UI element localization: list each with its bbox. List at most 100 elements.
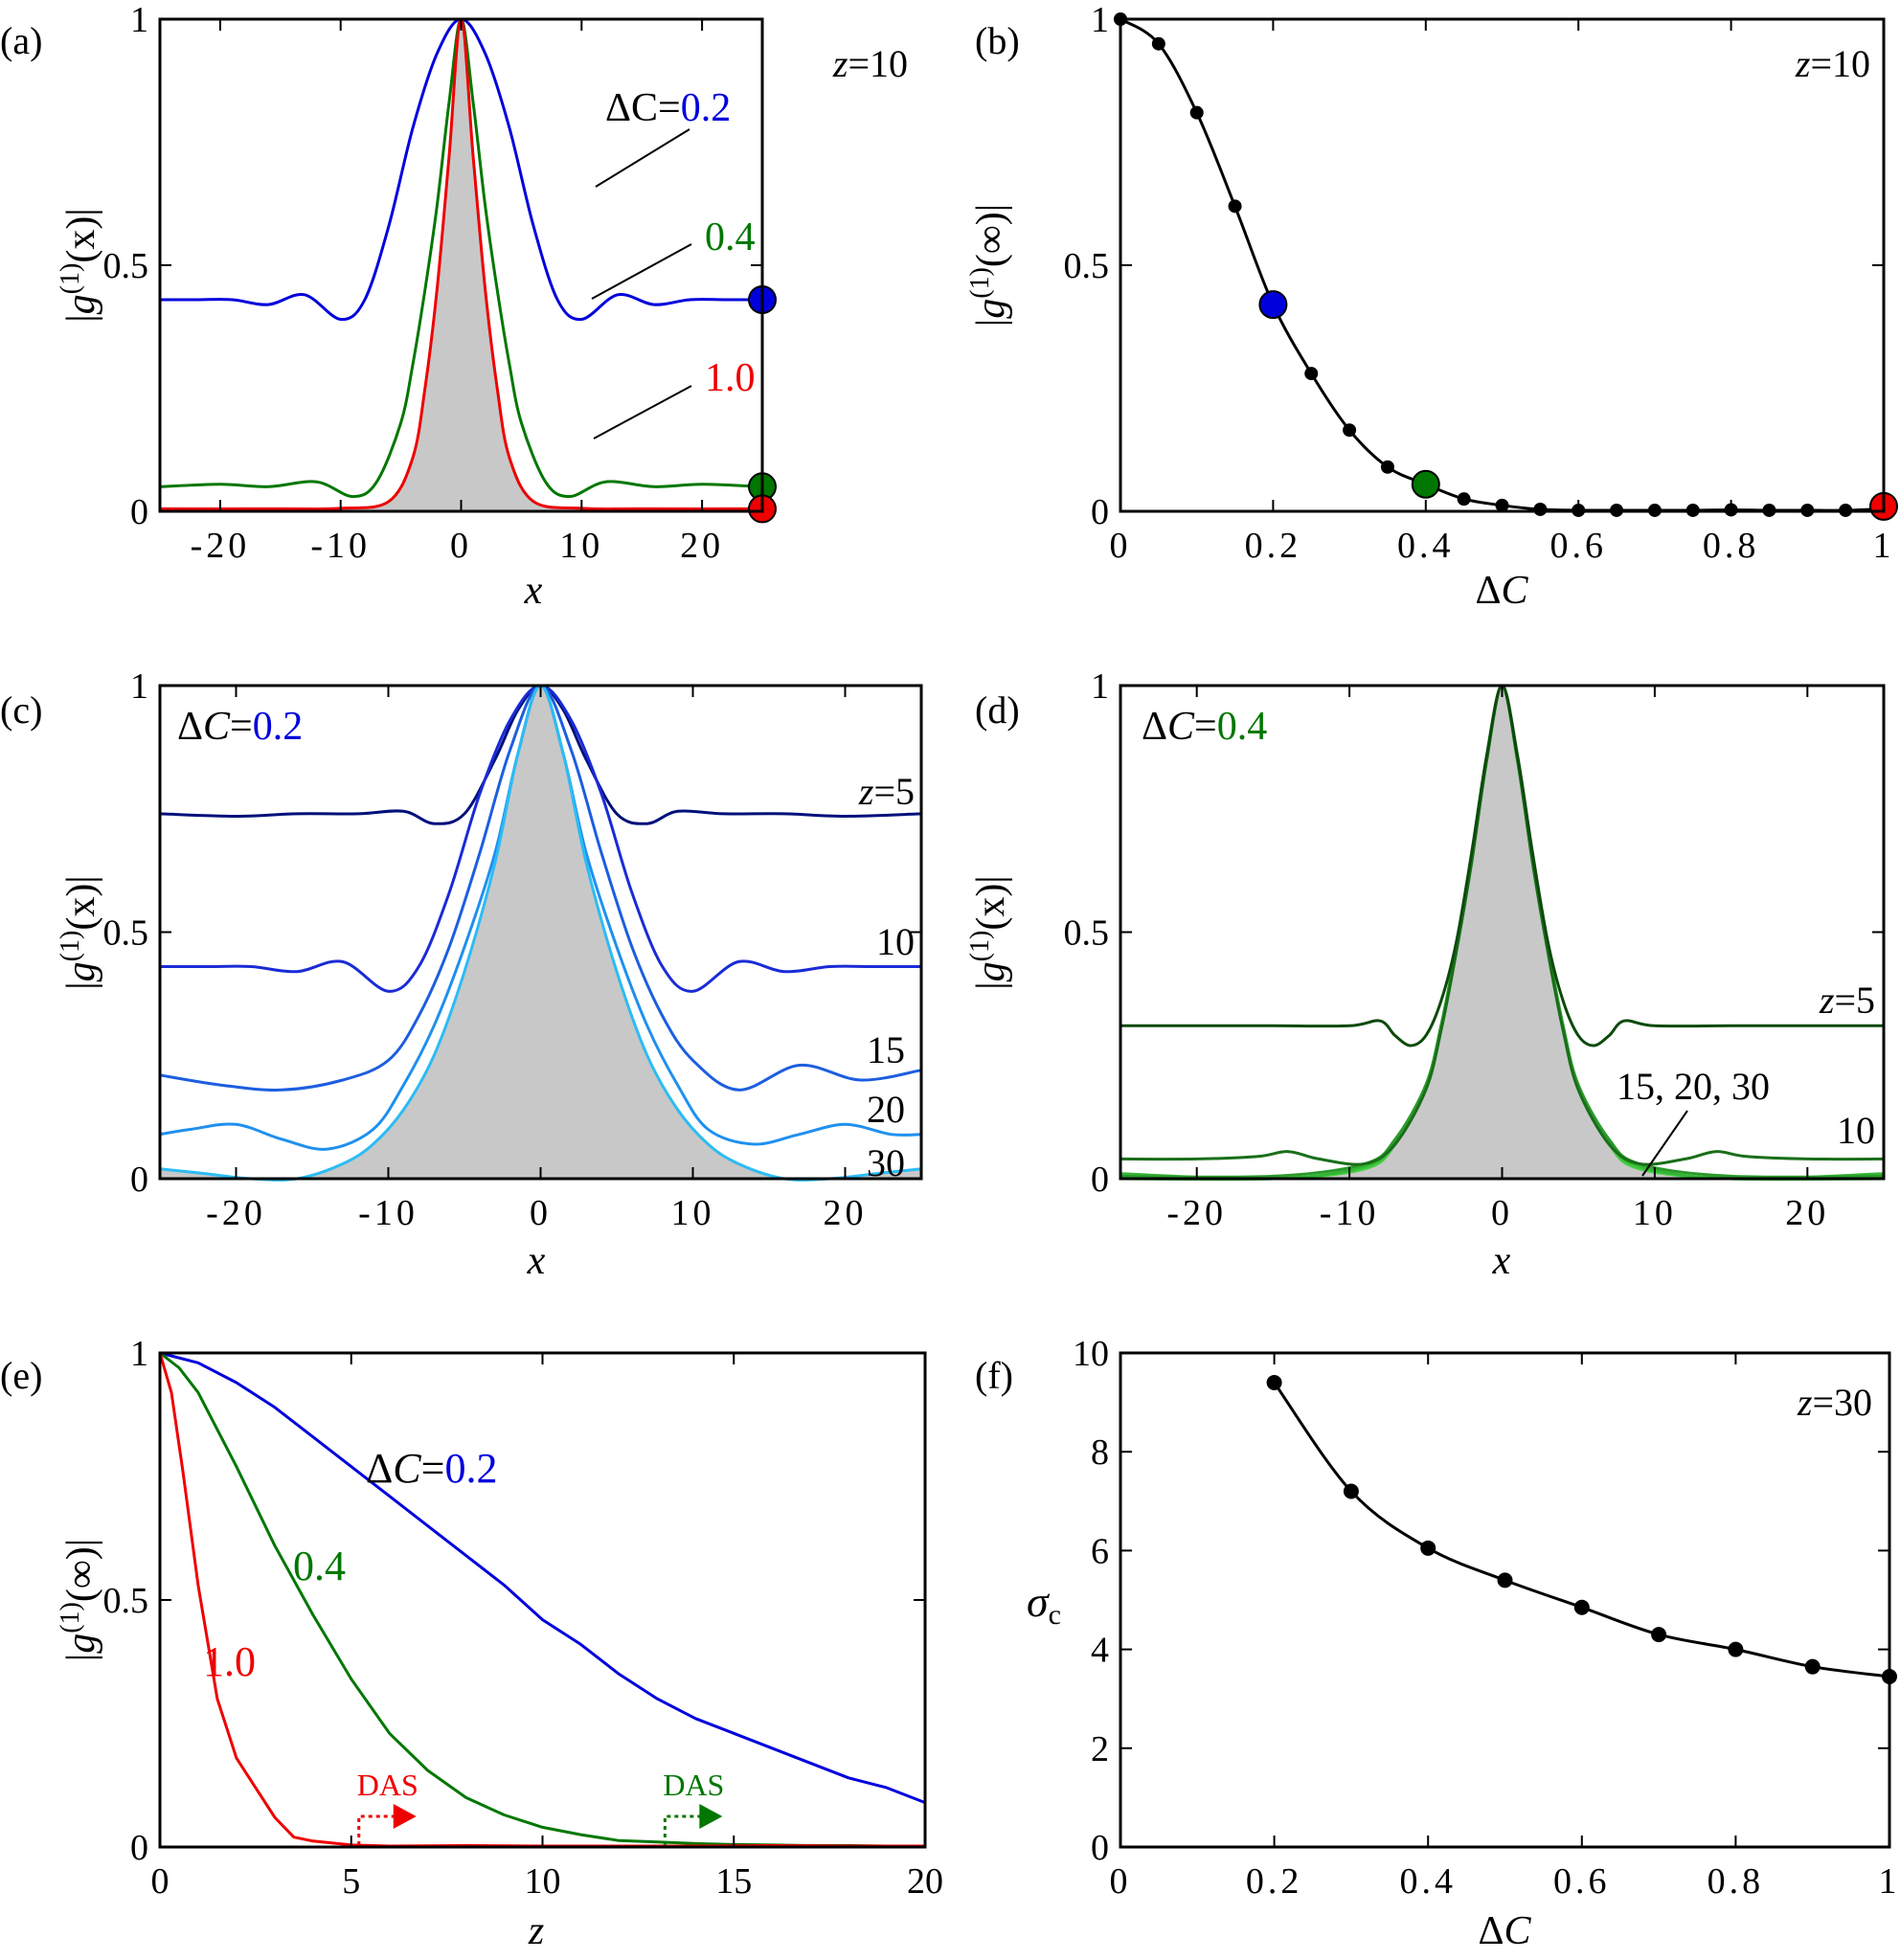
das-label: DAS [357, 1768, 418, 1802]
data-point [1457, 492, 1471, 507]
panel-label: (d) [975, 688, 1020, 732]
x-tick-label: 0 [151, 1861, 170, 1902]
y-tick-label: 10 [1073, 1334, 1109, 1374]
x-tick-label: 10 [559, 526, 603, 566]
plot-frame [1119, 17, 1886, 513]
y-tick-label: 1 [130, 1334, 148, 1374]
data-point [1497, 1572, 1513, 1588]
series-line--C-1.0 [158, 1352, 925, 1848]
reference-area [160, 686, 921, 1181]
y-tick-label: 4 [1091, 1631, 1109, 1671]
x-tick-label: 0.4 [1399, 1861, 1457, 1902]
panel-label: (f) [975, 1354, 1013, 1397]
y-axis-label: |g(1)(x)| [56, 208, 103, 322]
y-tick-label: 0 [1091, 1828, 1109, 1868]
x-tick-label: -10 [310, 526, 371, 566]
y-axis-label: |g(1)(∞)| [965, 204, 1013, 327]
panel-b: (b) 0 0.2 0.4 0.6 0.8 1 0 0.5 1 ΔC |g(1)(∞)| z=1… [965, 0, 1898, 613]
x-axis-label: ΔC [1475, 569, 1528, 613]
data-point [1189, 105, 1204, 120]
x-tick-label: 20 [824, 1193, 868, 1233]
ylabel-sup: (1) [56, 263, 85, 295]
reference-area [1120, 686, 1884, 1180]
panel-e: (e) DAS DAS 0 5 10 15 20 0 0.5 1 z |g(1)(∞)| ΔC=… [0, 1334, 943, 1953]
x-tick-label: -20 [206, 1193, 266, 1233]
data-point [1380, 460, 1394, 474]
corner-label: z=30 [1797, 1381, 1872, 1424]
y-tick-label: 0 [130, 1828, 148, 1868]
data-point [1804, 1658, 1821, 1675]
x-tick-label: -10 [1320, 1193, 1380, 1233]
annot-leader-0.2 [595, 128, 690, 188]
y-tick-label: 1 [130, 666, 148, 707]
curve-label-z30: 30 [867, 1141, 905, 1184]
y-tick-label: 0 [1091, 492, 1109, 532]
curve-label-1.0: 1.0 [203, 1638, 256, 1685]
x-tick-label: 0 [1110, 526, 1132, 566]
y-tick-label: 0.5 [1064, 246, 1110, 286]
panel-label: (a) [0, 19, 42, 62]
x-tick-label: 0.6 [1549, 526, 1607, 566]
series-line-z-10 [1120, 17, 1885, 512]
ylabel-g: g [59, 294, 103, 314]
plot-frame [158, 1351, 927, 1849]
x-tick-label: 15 [715, 1861, 752, 1902]
x-tick-label: 20 [1785, 1193, 1829, 1233]
data-point [1343, 1483, 1359, 1499]
data-point [1343, 423, 1357, 438]
annot-leader-1.0 [593, 385, 692, 439]
y-tick-label: 0.5 [1064, 913, 1110, 954]
x-tick-label: 1 [1873, 526, 1895, 566]
x-tick-label: 10 [1633, 1193, 1677, 1233]
data-point [1651, 1627, 1667, 1643]
highlight-point-green [1411, 469, 1440, 499]
x-axis-label: z [528, 1909, 544, 1953]
panel-label: (b) [975, 19, 1020, 62]
delta-c-label: ΔC=0.2 [177, 705, 303, 749]
x-tick-label: 5 [342, 1861, 360, 1902]
data-point [1728, 1641, 1744, 1657]
x-tick-label: 0 [1491, 1193, 1513, 1233]
annot-label-0.4: 0.4 [705, 215, 756, 259]
y-tick-label: 0 [130, 492, 148, 532]
curve-label-z5: z=5 [858, 770, 915, 813]
y-axis-label: σc [1027, 1577, 1061, 1631]
x-axis-label: ΔC [1478, 1909, 1531, 1953]
x-tick-label: 0.8 [1708, 1861, 1765, 1902]
ylabel-arg: (x) [59, 216, 103, 263]
y-axis-label: |g(1)(x)| [56, 875, 103, 989]
highlight-point-blue [1258, 290, 1288, 320]
series-line--C-0.2 [159, 1351, 926, 1804]
x-tick-label: 0 [450, 526, 472, 566]
y-tick-label: 0.5 [103, 913, 149, 954]
das-label: DAS [663, 1768, 724, 1802]
data-point [1533, 502, 1548, 516]
curve-label-z20: 20 [867, 1088, 905, 1131]
panel-label: (c) [0, 688, 42, 732]
das-arrow-head [699, 1804, 723, 1829]
plot-frame [1119, 1351, 1891, 1849]
das-arrow-line [663, 1814, 702, 1845]
series-line--C-0.4 [159, 1351, 925, 1848]
y-axis-label: |g(1)(∞)| [56, 1539, 103, 1661]
das-arrow-line [357, 1814, 396, 1845]
y-tick-label: 1 [1091, 666, 1109, 707]
data-point [1151, 36, 1165, 51]
curve-label-z10: 10 [876, 920, 915, 963]
y-tick-label: 1 [1091, 0, 1109, 40]
x-tick-label: 0.6 [1553, 1861, 1611, 1902]
x-tick-label: 0.8 [1703, 526, 1760, 566]
x-tick-label: 20 [680, 526, 724, 566]
y-tick-label: 0.5 [103, 246, 149, 286]
data-point [1304, 367, 1319, 381]
data-point [1495, 498, 1509, 512]
reference-area [160, 19, 762, 511]
x-tick-label: 0.4 [1397, 526, 1455, 566]
x-axis-label: x [527, 1239, 546, 1283]
x-tick-label: -20 [1166, 1193, 1227, 1233]
curve-label-z15: 15 [867, 1028, 905, 1071]
